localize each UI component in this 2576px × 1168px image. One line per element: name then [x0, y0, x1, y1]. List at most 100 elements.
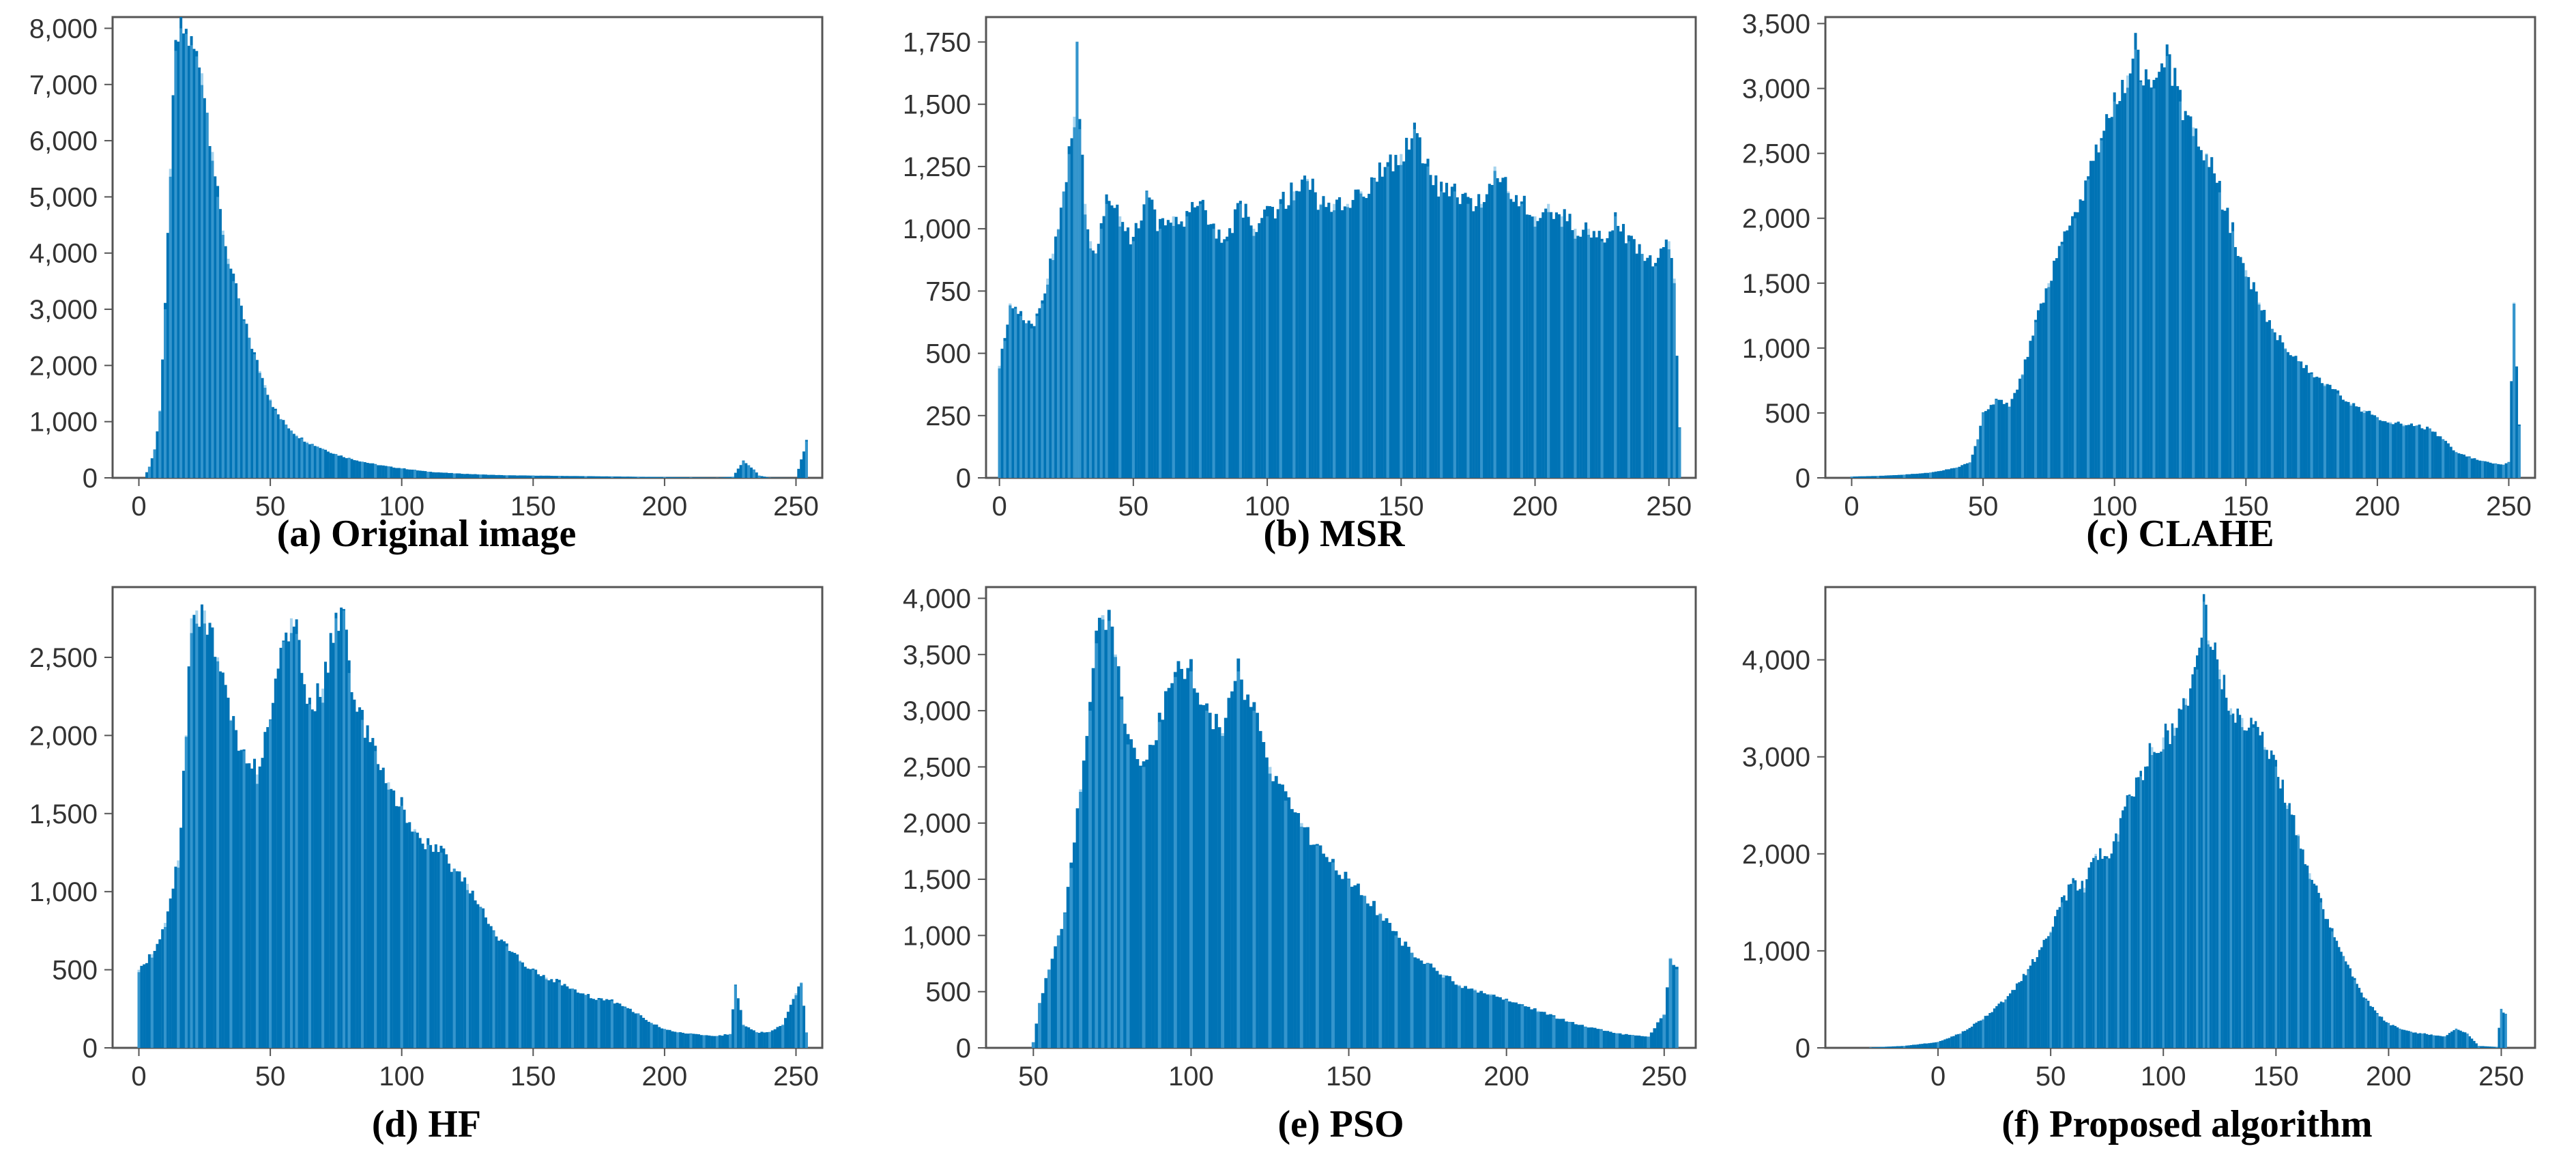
x-tick-label: 100	[379, 1062, 424, 1092]
histogram-bar	[732, 1009, 735, 1048]
histogram-bar	[1322, 196, 1325, 478]
histogram-peak-bar	[2421, 1033, 2424, 1048]
histogram-bar	[755, 472, 758, 478]
histogram-bar	[2096, 859, 2100, 1048]
histogram-bar	[2107, 117, 2111, 478]
histogram-peak-bar	[184, 735, 188, 1048]
histogram-bar	[1656, 1022, 1660, 1048]
histogram-bar	[2134, 777, 2138, 1048]
histogram-bar	[2344, 401, 2347, 478]
histogram-bar	[2119, 818, 2122, 1048]
histogram-bar	[2002, 403, 2006, 478]
histogram-bar	[192, 48, 196, 478]
histogram-bar	[555, 476, 558, 478]
histogram-peak-bar	[1662, 1014, 1666, 1048]
histogram-bar	[1948, 469, 1951, 478]
histogram-bar	[2358, 988, 2361, 1048]
histogram-bar	[1576, 236, 1580, 478]
histogram-bar	[363, 461, 366, 478]
histogram-bar	[2242, 263, 2245, 478]
histogram-bar	[332, 642, 335, 1048]
histogram-bar	[702, 477, 706, 478]
histogram-bar	[229, 268, 233, 478]
histogram-bar	[1470, 988, 1474, 1048]
histogram-bar	[581, 993, 585, 1048]
histogram-peak-bar	[190, 45, 193, 478]
histogram-bar	[476, 474, 480, 478]
histogram-bar	[594, 476, 598, 478]
histogram-bar	[1876, 1046, 1879, 1048]
histogram-bar	[2412, 1032, 2415, 1048]
histogram-bar	[1246, 694, 1250, 1048]
histogram-bar	[1066, 887, 1070, 1048]
histogram-peak-bar	[2139, 776, 2142, 1048]
y-tick-label: 6,000	[29, 126, 98, 156]
histogram-bar	[2341, 399, 2345, 478]
histogram-bar	[1318, 845, 1322, 1048]
histogram-peak-bar	[1567, 1022, 1572, 1048]
histogram-peak-bar	[248, 337, 251, 478]
histogram-bar	[1894, 474, 1898, 478]
histogram-bar	[1287, 205, 1290, 478]
histogram-bar	[678, 477, 682, 478]
histogram-bar	[308, 444, 311, 478]
histogram-bar	[1156, 231, 1159, 478]
histogram-bar	[1060, 928, 1064, 1048]
histogram-bar	[2234, 722, 2237, 1048]
histogram-bar	[1262, 742, 1266, 1048]
histogram-bar	[736, 998, 740, 1048]
histogram-bar	[1486, 994, 1490, 1048]
histogram-bar	[1228, 228, 1232, 478]
histogram-bar	[208, 623, 212, 1048]
histogram-bar	[1476, 992, 1480, 1048]
histogram-bar	[647, 476, 650, 478]
histogram-bar	[2220, 689, 2223, 1048]
histogram-peak-bar	[1095, 643, 1099, 1048]
histogram-bar	[508, 475, 511, 478]
y-tick-label: 1,500	[903, 90, 971, 120]
histogram-bar	[2254, 721, 2257, 1048]
histogram-bar	[1544, 208, 1548, 478]
histogram-bar	[2144, 767, 2147, 1048]
histogram-peak-bar	[452, 473, 456, 478]
histogram-bar	[1174, 216, 1178, 478]
histogram-bar	[2031, 335, 2035, 478]
histogram-bar	[455, 871, 459, 1048]
histogram-bar	[1273, 218, 1277, 478]
histogram-peak-bar	[1315, 845, 1319, 1048]
histogram-bar	[2498, 1027, 2500, 1048]
histogram-bar	[2193, 667, 2197, 1048]
histogram-bar	[1643, 261, 1647, 478]
histogram-bar	[221, 672, 225, 1048]
y-tick-label: 2,500	[903, 752, 971, 782]
histogram-bar	[2223, 210, 2227, 478]
histogram-bar	[158, 939, 162, 1048]
histogram-bar	[445, 472, 448, 478]
histogram-bar	[1590, 1027, 1593, 1048]
histogram-bar	[1525, 214, 1529, 478]
histogram-bar	[2405, 425, 2408, 478]
histogram-peak-bar	[2134, 49, 2137, 478]
histogram-bar	[1651, 266, 1655, 478]
histogram-peak-bar	[439, 852, 443, 1048]
histogram-peak-bar	[2173, 728, 2176, 1048]
histogram-bar	[182, 771, 186, 1048]
y-tick-label: 1,500	[1742, 269, 1810, 299]
histogram-bar	[1475, 205, 1478, 478]
histogram-bar	[424, 471, 427, 478]
histogram-bar	[1914, 1044, 1917, 1048]
histogram-peak-bar	[2207, 640, 2210, 1048]
histogram-bar	[671, 1031, 674, 1048]
histogram-bar	[1380, 176, 1384, 478]
histogram-bar	[2460, 454, 2463, 478]
histogram-peak-bar	[1968, 462, 1971, 478]
histogram-bar	[2499, 464, 2502, 478]
histogram-peak-bar	[1441, 974, 1445, 1048]
histogram-bar	[1423, 963, 1426, 1048]
histogram-bar	[2223, 674, 2226, 1048]
y-tick-label: 5,000	[29, 182, 98, 212]
histogram-bar	[1918, 1044, 1922, 1048]
histogram-bar	[2365, 411, 2369, 478]
histogram-bar	[2389, 1025, 2392, 1048]
histogram-bar	[1206, 225, 1210, 478]
